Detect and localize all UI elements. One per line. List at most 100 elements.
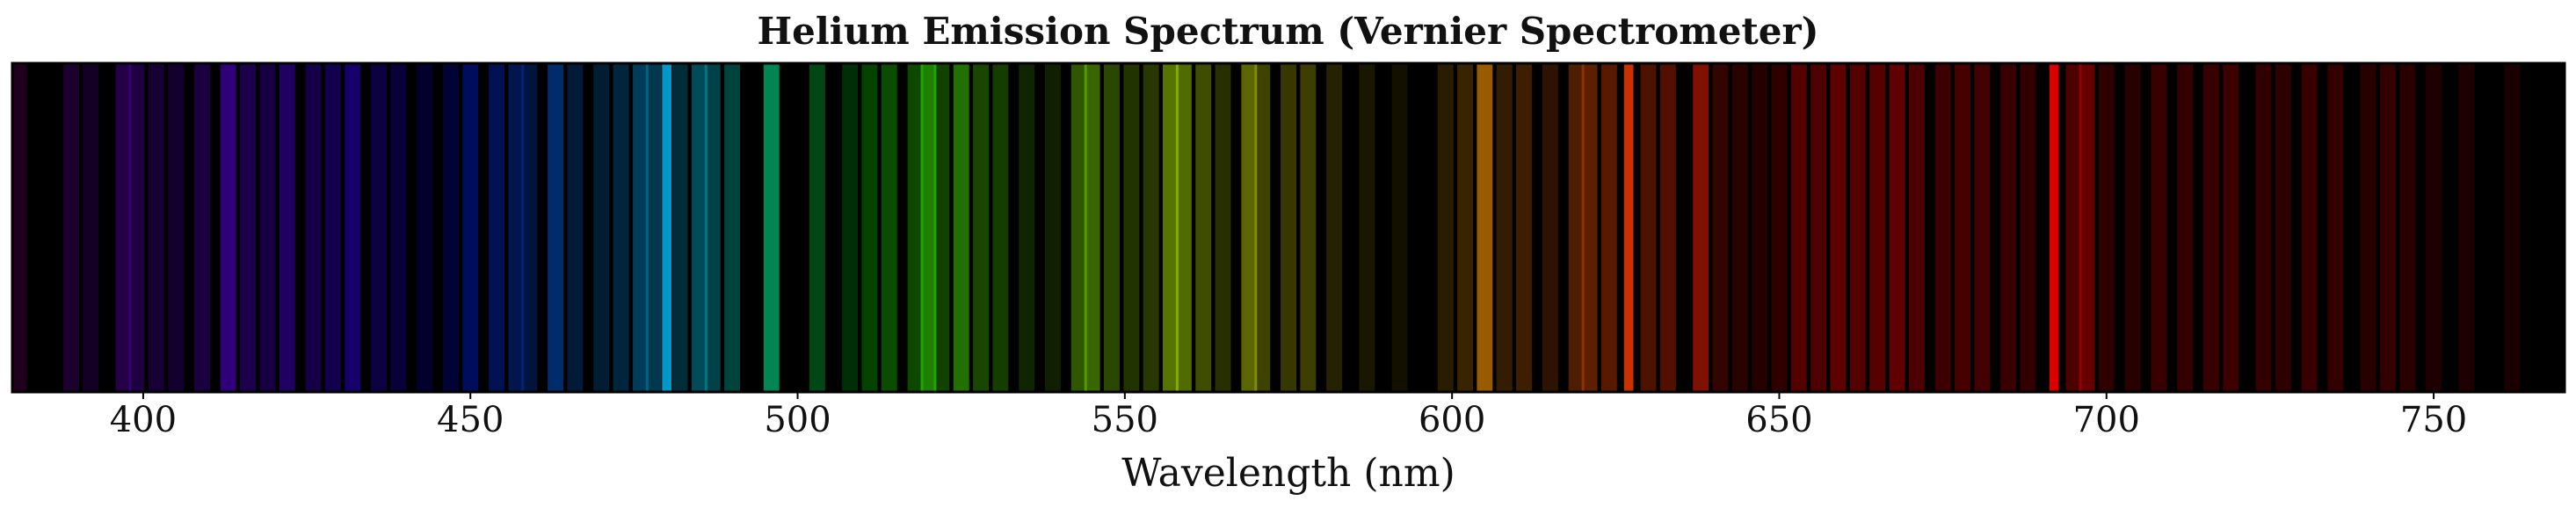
emission-line-100 — [2223, 63, 2239, 392]
emission-line-3 — [115, 63, 132, 392]
x-tick-label-700: 700 — [2073, 400, 2140, 440]
x-axis-label: Wavelength (nm) — [1121, 451, 1455, 496]
emission-line-37 — [861, 63, 878, 392]
emission-line-49 — [1104, 63, 1120, 392]
emission-line-76 — [1712, 63, 1729, 392]
emission-line-11 — [279, 63, 295, 392]
emission-line-47 — [1070, 63, 1087, 392]
emission-line-29 — [662, 63, 671, 392]
emission-line-53 — [1175, 63, 1192, 392]
x-tick-label-650: 650 — [1745, 400, 1812, 440]
emission-line-6 — [168, 63, 185, 392]
emission-line-81 — [1810, 63, 1827, 392]
emission-line-42 — [953, 63, 969, 392]
emission-line-107 — [2399, 63, 2416, 392]
emission-line-44 — [992, 63, 1009, 392]
emission-line-85 — [1889, 63, 1905, 392]
emission-line-39 — [907, 63, 924, 392]
emission-line-38 — [881, 63, 897, 392]
emission-line-98 — [2177, 63, 2194, 392]
emission-line-83 — [1849, 63, 1866, 392]
emission-line-48 — [1084, 63, 1100, 392]
emission-line-14 — [345, 63, 361, 392]
emission-line-80 — [1790, 63, 1807, 392]
emission-line-89 — [1974, 63, 1991, 392]
emission-line-8 — [220, 63, 236, 392]
emission-line-102 — [2275, 63, 2291, 392]
emission-line-108 — [2426, 63, 2442, 392]
emission-line-18 — [443, 63, 459, 392]
emission-line-40 — [920, 63, 937, 392]
emission-line-105 — [2360, 63, 2376, 392]
emission-line-57 — [1254, 63, 1271, 392]
emission-line-87 — [1934, 63, 1951, 392]
emission-line-52 — [1163, 63, 1179, 392]
emission-line-10 — [259, 63, 276, 392]
emission-line-103 — [2301, 63, 2318, 392]
emission-line-94 — [2079, 63, 2095, 392]
x-tick-label-750: 750 — [2400, 400, 2467, 440]
emission-line-74 — [1659, 63, 1676, 392]
emission-line-72 — [1623, 63, 1634, 392]
emission-line-104 — [2327, 63, 2344, 392]
emission-line-64 — [1457, 63, 1473, 392]
emission-line-106 — [2380, 63, 2396, 392]
emission-line-19 — [462, 63, 479, 392]
emission-line-35 — [809, 63, 825, 392]
chart-title: Helium Emission Spectrum (Vernier Spectr… — [757, 10, 1819, 53]
emission-line-78 — [1752, 63, 1768, 392]
emission-line-96 — [2124, 63, 2141, 392]
emission-line-12 — [305, 63, 322, 392]
emission-line-55 — [1215, 63, 1231, 392]
emission-line-28 — [645, 63, 662, 392]
emission-line-45 — [1019, 63, 1035, 392]
emission-line-68 — [1542, 63, 1558, 392]
emission-line-101 — [2255, 63, 2272, 392]
emission-line-91 — [2020, 63, 2036, 392]
emission-line-109 — [2458, 63, 2475, 392]
x-tick-label-400: 400 — [110, 400, 177, 440]
emission-line-90 — [2000, 63, 2016, 392]
emission-line-31 — [691, 63, 707, 392]
x-tick-label-450: 450 — [437, 400, 504, 440]
emission-line-46 — [1045, 63, 1061, 392]
x-axis: 400 450 500 550 600 650 700 750 — [110, 392, 2467, 440]
emission-line-22 — [521, 63, 538, 392]
emission-line-54 — [1195, 63, 1212, 392]
emission-line-79 — [1771, 63, 1788, 392]
emission-line-86 — [1908, 63, 1925, 392]
emission-line-25 — [593, 63, 610, 392]
emission-lines — [11, 63, 2521, 392]
x-tick-label-600: 600 — [1419, 400, 1485, 440]
emission-line-0 — [11, 63, 27, 392]
emission-line-60 — [1326, 63, 1343, 392]
emission-line-67 — [1516, 63, 1532, 392]
plot-area — [11, 62, 2566, 394]
emission-line-92 — [2049, 63, 2059, 392]
emission-line-75 — [1693, 63, 1709, 392]
emission-line-88 — [1955, 63, 1970, 392]
emission-line-13 — [324, 63, 341, 392]
emission-line-84 — [1869, 63, 1886, 392]
emission-line-110 — [2504, 63, 2521, 392]
emission-line-56 — [1241, 63, 1258, 392]
emission-line-30 — [671, 63, 688, 392]
emission-line-70 — [1581, 63, 1598, 392]
x-tick-label-500: 500 — [764, 400, 831, 440]
emission-line-5 — [148, 63, 164, 392]
emission-line-16 — [390, 63, 407, 392]
emission-line-20 — [489, 63, 504, 392]
emission-line-71 — [1600, 63, 1617, 392]
emission-line-23 — [548, 63, 563, 392]
emission-line-33 — [724, 63, 740, 392]
emission-line-50 — [1123, 63, 1140, 392]
emission-line-24 — [567, 63, 584, 392]
emission-line-93 — [2065, 63, 2082, 392]
emission-line-66 — [1496, 63, 1513, 392]
emission-line-82 — [1830, 63, 1847, 392]
emission-line-21 — [508, 63, 525, 392]
emission-line-69 — [1568, 63, 1585, 392]
emission-line-41 — [933, 63, 950, 392]
emission-line-32 — [704, 63, 721, 392]
emission-line-43 — [973, 63, 989, 392]
